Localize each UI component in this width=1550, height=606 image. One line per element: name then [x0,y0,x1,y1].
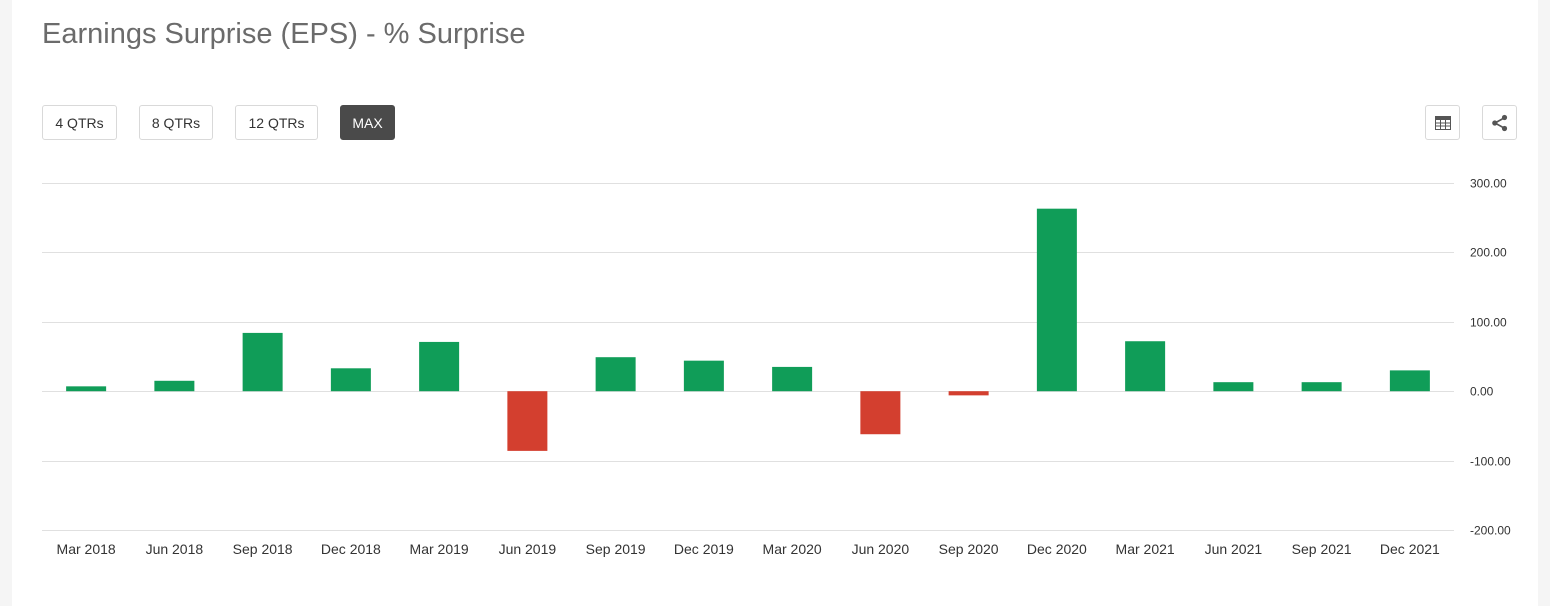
x-tick-label: Jun 2020 [852,541,910,557]
y-tick-label: -100.00 [1470,455,1511,469]
x-tick-label: Dec 2020 [1027,541,1087,557]
bar [419,341,460,392]
table-icon [1434,115,1451,130]
chart-panel: Earnings Surprise (EPS) - % Surprise 4 Q… [12,0,1538,606]
range-button-8-qtrs[interactable]: 8 QTRs [139,105,213,140]
x-tick-label: Mar 2020 [763,541,822,557]
bar [772,366,813,392]
bar [66,386,107,392]
range-button-4-qtrs[interactable]: 4 QTRs [42,105,117,140]
bar [1389,370,1430,392]
bar [1036,208,1077,392]
y-tick-label: 300.00 [1470,177,1507,191]
bar [683,360,724,392]
x-tick-label: Dec 2019 [674,541,734,557]
y-tick-label: 0.00 [1470,385,1494,399]
table-view-button[interactable] [1425,105,1460,140]
bar [507,391,548,451]
bar [154,380,195,392]
x-tick-label: Dec 2018 [321,541,381,557]
x-tick-label: Sep 2021 [1292,541,1352,557]
x-tick-label: Jun 2018 [146,541,204,557]
y-tick-label: 200.00 [1470,246,1507,260]
x-tick-label: Dec 2021 [1380,541,1440,557]
page-title: Earnings Surprise (EPS) - % Surprise [42,18,526,50]
x-tick-label: Mar 2021 [1116,541,1175,557]
x-tick-label: Jun 2021 [1205,541,1263,557]
x-tick-label: Sep 2019 [586,541,646,557]
bar [330,368,371,392]
y-tick-label: 100.00 [1470,316,1507,330]
range-button-12-qtrs[interactable]: 12 QTRs [235,105,318,140]
bar [860,391,901,435]
bar [595,357,636,392]
y-tick-label: -200.00 [1470,524,1511,538]
bar [242,332,283,392]
x-tick-label: Sep 2020 [939,541,999,557]
bar [948,391,989,396]
x-tick-label: Sep 2018 [233,541,293,557]
bar [1125,341,1166,392]
range-button-max[interactable]: MAX [340,105,395,140]
bar [1213,382,1254,392]
x-tick-label: Mar 2019 [410,541,469,557]
bar [1301,382,1342,392]
x-tick-label: Mar 2018 [57,541,116,557]
share-icon [1491,114,1507,131]
share-button[interactable] [1482,105,1517,140]
x-tick-label: Jun 2019 [499,541,557,557]
